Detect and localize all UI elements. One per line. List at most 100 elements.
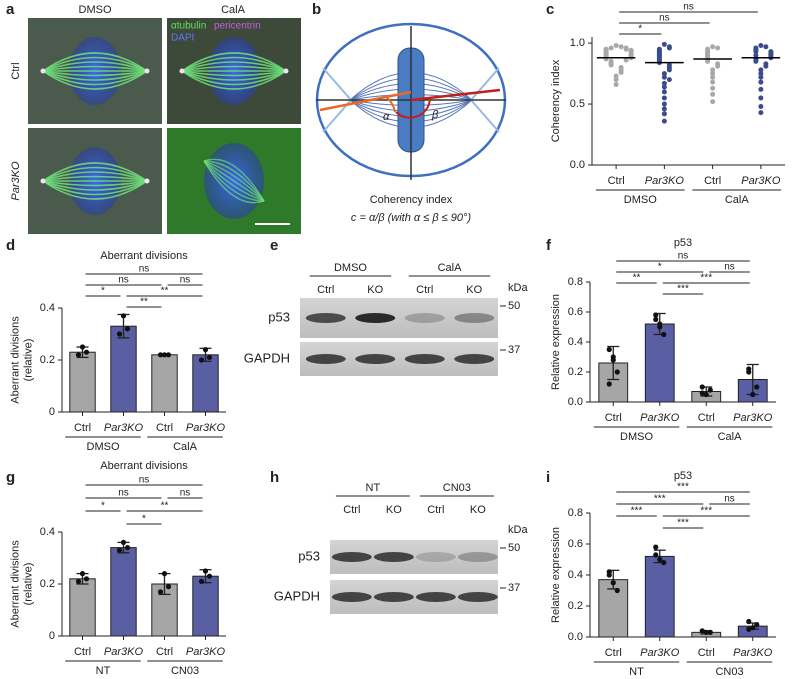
marker-label: 50 xyxy=(508,542,520,554)
y-tick-label: 0.4 xyxy=(568,569,583,581)
data-point xyxy=(614,587,620,594)
significance: * xyxy=(638,24,642,35)
significance: ns xyxy=(118,275,129,286)
data-point xyxy=(758,110,764,116)
bar xyxy=(192,354,219,413)
spindle-fiber xyxy=(181,61,287,72)
spindle-fiber xyxy=(42,70,148,77)
blot-band xyxy=(355,313,396,323)
panel-letter: i xyxy=(546,469,550,486)
y-tick-label: 0 xyxy=(49,406,55,418)
group-label: DMSO xyxy=(624,194,657,206)
spindle-fiber xyxy=(181,56,287,72)
data-point xyxy=(661,84,667,90)
x-tick-label: Par3KO xyxy=(186,422,226,434)
spindle-fiber xyxy=(42,162,148,182)
x-tick-label: Ctrl xyxy=(156,422,173,434)
data-point xyxy=(202,568,209,574)
significance: * xyxy=(101,286,105,297)
y-tick-label: 0.0 xyxy=(568,396,583,408)
spindle-fiber xyxy=(42,180,148,200)
y-tick-label: 0 xyxy=(49,630,55,642)
x-tick-label: Par3KO xyxy=(741,175,781,187)
blot-band xyxy=(454,313,495,323)
data-point xyxy=(758,95,764,101)
significance: *** xyxy=(700,506,712,517)
data-point xyxy=(699,384,705,390)
data-point xyxy=(75,578,82,585)
data-point xyxy=(161,352,168,358)
y-tick-label: 0.2 xyxy=(568,600,583,612)
data-point xyxy=(710,85,716,91)
blot-row-label: p53 xyxy=(268,309,290,324)
spindle-fiber xyxy=(42,70,148,81)
data-point xyxy=(653,544,659,550)
bar xyxy=(110,325,137,413)
data-point xyxy=(715,45,721,51)
x-tick-label: Par3KO xyxy=(733,647,773,659)
significance: *** xyxy=(677,482,689,493)
data-point xyxy=(79,344,86,350)
blot-group: CalA xyxy=(438,262,463,274)
significance: *** xyxy=(700,273,712,284)
group-label: CalA xyxy=(725,194,750,206)
group-label: NT xyxy=(96,665,111,677)
y-tick-label: 0.2 xyxy=(40,578,55,590)
data-point xyxy=(750,625,756,631)
data-point xyxy=(653,312,659,318)
blot-lane: Ctrl xyxy=(343,504,360,516)
astral-line xyxy=(322,67,352,101)
data-point xyxy=(116,547,123,553)
spindle-fiber xyxy=(42,70,148,86)
panel-letter: e xyxy=(270,237,278,254)
data-point xyxy=(661,101,667,107)
blot-band xyxy=(373,552,414,562)
blot-band xyxy=(454,354,495,364)
blot-lane: Ctrl xyxy=(427,504,444,516)
data-point xyxy=(710,74,716,80)
x-tick-label: Ctrl xyxy=(605,412,622,424)
y-tick-label: 0.5 xyxy=(570,98,585,110)
data-point xyxy=(661,118,667,124)
spindle-fiber xyxy=(181,70,287,81)
y-tick-label: 0.2 xyxy=(568,366,583,378)
y-tick-label: 0.4 xyxy=(40,302,55,314)
row-label: Ctrl xyxy=(10,62,22,79)
blot-lane: KO xyxy=(470,504,486,516)
data-point xyxy=(758,43,764,49)
data-point xyxy=(710,67,716,73)
data-point xyxy=(606,381,612,387)
marker-unit: kDa xyxy=(508,282,528,294)
data-point xyxy=(618,44,624,50)
panel-letter: f xyxy=(546,237,552,254)
centrosome xyxy=(40,178,46,184)
blot-band xyxy=(355,354,396,364)
group-label: CN03 xyxy=(171,665,199,677)
astral-line xyxy=(470,99,500,133)
formula: c = α/β (with α ≤ β ≤ 90°) xyxy=(351,212,471,224)
x-tick-label: Ctrl xyxy=(74,422,91,434)
blot-lane: KO xyxy=(466,284,482,296)
data-point xyxy=(710,71,716,77)
spindle-fiber xyxy=(181,70,287,90)
data-point xyxy=(657,556,663,563)
spindle-fiber xyxy=(203,160,265,202)
x-tick-label: Ctrl xyxy=(156,646,173,658)
spindle-fiber xyxy=(203,158,265,202)
spindle-fiber xyxy=(42,65,148,72)
data-point xyxy=(699,628,705,634)
spindle-fiber xyxy=(203,160,265,202)
data-point xyxy=(710,99,716,105)
data-point xyxy=(124,545,131,551)
y-axis-label: Coherency index xyxy=(550,59,562,142)
panel-letter: a xyxy=(6,1,15,18)
data-point xyxy=(161,571,168,577)
significance: *** xyxy=(677,518,689,529)
data-point xyxy=(157,589,164,595)
data-point xyxy=(614,369,620,375)
spindle-fiber xyxy=(42,180,148,187)
blot-lane: KO xyxy=(367,284,383,296)
chart-title: Aberrant divisions xyxy=(100,460,188,472)
data-point xyxy=(699,390,705,396)
significance: * xyxy=(142,514,146,525)
